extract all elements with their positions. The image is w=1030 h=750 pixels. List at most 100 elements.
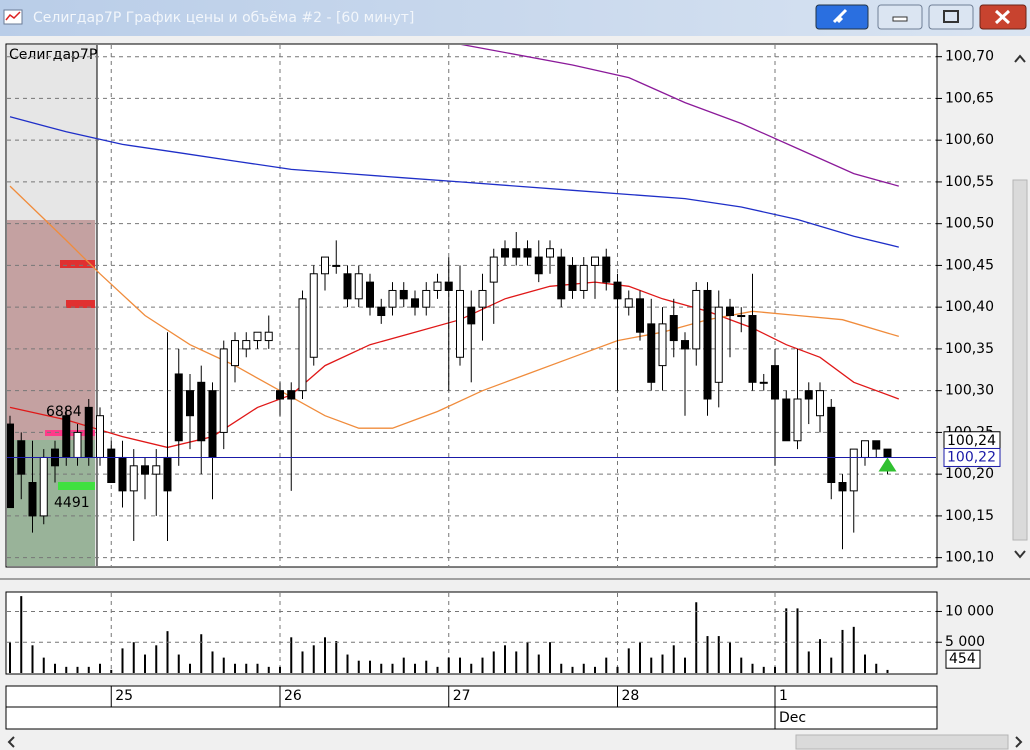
candle-body — [242, 340, 251, 350]
candle-body — [737, 315, 746, 318]
candle-body — [186, 390, 194, 417]
indicator-line — [460, 45, 899, 187]
link-button[interactable] — [815, 4, 869, 30]
price-plot — [7, 45, 936, 566]
candle-body — [478, 289, 487, 308]
candle-body — [422, 289, 431, 308]
candle-body — [838, 482, 847, 492]
y-tick-label: 100,35 — [945, 341, 994, 357]
candle-body — [231, 340, 239, 367]
candle-body — [546, 248, 554, 258]
candle-body — [523, 248, 532, 258]
candle-body — [118, 456, 127, 492]
candle-body — [579, 264, 588, 291]
candle-body — [197, 381, 206, 442]
y-tick-label: 100,60 — [945, 132, 994, 148]
month-label: Dec — [779, 710, 806, 726]
candle-body — [883, 448, 892, 458]
candle-body — [534, 256, 543, 275]
candle-body — [647, 323, 656, 383]
window-title: Селигдар7Р График цены и объёма #2 - [60… — [33, 10, 414, 26]
candle-body — [107, 448, 116, 484]
candle-body — [489, 256, 498, 283]
month-row — [5, 706, 938, 730]
candle-body — [411, 298, 419, 308]
candle-body — [163, 456, 172, 492]
candle-body — [759, 381, 768, 384]
candle-body — [692, 289, 701, 350]
candle-body — [253, 331, 262, 342]
y-tick-label: 100,65 — [945, 90, 994, 106]
candle-body — [872, 440, 881, 450]
profile-upper — [7, 220, 95, 440]
indicator-line — [9, 185, 899, 429]
candle-body — [827, 406, 836, 484]
candle-body — [129, 465, 138, 492]
h-scroll-thumb[interactable] — [795, 734, 1009, 750]
y-tick-label: 100,50 — [945, 216, 994, 232]
candle-body — [613, 281, 622, 300]
x-tick-label: 1 — [779, 688, 788, 704]
indicator-line — [9, 116, 899, 248]
candle-body — [782, 398, 791, 442]
candle-body — [849, 448, 858, 492]
candle-body — [332, 264, 341, 267]
scroll-arrows — [1014, 54, 1026, 559]
h-scrollbar[interactable] — [0, 734, 1030, 750]
y-tick-label: 100,45 — [945, 257, 994, 273]
candle-body — [726, 306, 734, 317]
profile-label: 6884 — [46, 404, 82, 420]
candle-body — [771, 365, 779, 400]
maximize-icon — [943, 10, 959, 23]
x-tick-label: 26 — [284, 688, 302, 704]
candle-body — [84, 406, 93, 458]
candle-body — [669, 315, 678, 342]
candle-body — [388, 289, 397, 308]
price-marker-label: 100,24 — [947, 433, 996, 449]
candle-body — [321, 256, 329, 275]
candle-body — [433, 281, 442, 291]
candle-body — [298, 298, 307, 392]
candle-body — [366, 281, 374, 308]
candle-body — [208, 390, 217, 458]
profile-label: 4491 — [54, 495, 90, 511]
profile-bar — [60, 260, 95, 268]
h-scroll-arrows — [7, 736, 1023, 748]
y-tick-label: 100,70 — [945, 49, 994, 65]
candle-body — [276, 390, 284, 400]
y-tick-label: 100,30 — [945, 383, 994, 399]
candle-body — [748, 315, 757, 383]
candle-body — [636, 298, 644, 333]
last-candle-marker — [878, 457, 897, 472]
candle-body — [681, 340, 689, 350]
candle-body — [399, 289, 408, 300]
candle-body — [557, 256, 566, 300]
candle-body — [174, 373, 183, 442]
last-price-box — [943, 447, 1001, 467]
candle-body — [512, 248, 521, 258]
candle-body — [219, 348, 228, 433]
y-tick-label: 5 000 — [945, 634, 985, 650]
maximize-button[interactable] — [928, 4, 974, 30]
profile — [7, 45, 98, 566]
candle-body — [658, 323, 667, 367]
candle-body — [7, 423, 14, 509]
candle-body — [141, 465, 149, 475]
candle-body — [28, 482, 37, 517]
last-price-label: 100,22 — [947, 449, 996, 465]
candle-body — [501, 248, 509, 258]
v-scroll-thumb[interactable] — [1012, 179, 1028, 541]
candle-body — [793, 398, 802, 442]
candle-body — [568, 264, 577, 291]
candle-body — [602, 256, 611, 283]
profile-bar — [66, 300, 95, 308]
candle-body — [39, 456, 48, 517]
link-icon — [832, 8, 848, 24]
candle-body — [467, 306, 476, 325]
candle-body — [354, 273, 363, 300]
y-tick-label: 100,40 — [945, 299, 994, 315]
candle-body — [287, 390, 296, 400]
candle-body — [456, 289, 464, 358]
